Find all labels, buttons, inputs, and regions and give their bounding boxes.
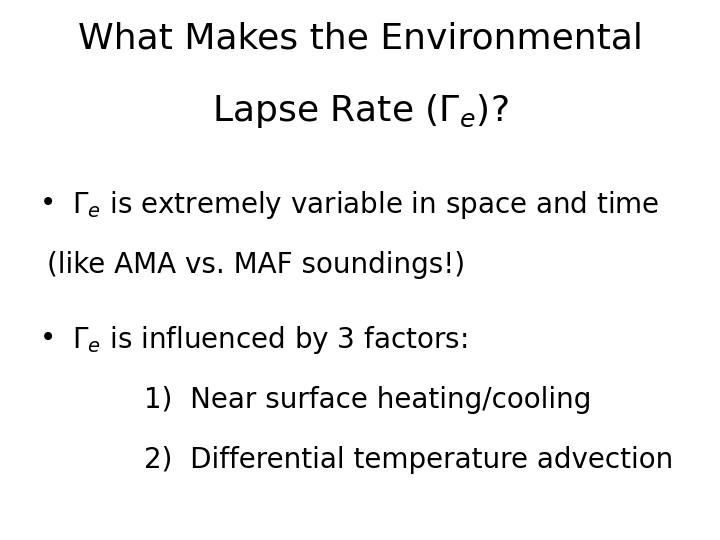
Text: •: • [40, 189, 56, 217]
Text: (like AMA vs. MAF soundings!): (like AMA vs. MAF soundings!) [47, 251, 464, 279]
Text: Γ$_e$ is influenced by 3 factors:: Γ$_e$ is influenced by 3 factors: [72, 324, 467, 356]
Text: What Makes the Environmental: What Makes the Environmental [78, 22, 642, 56]
Text: Lapse Rate (Γ$_e$)?: Lapse Rate (Γ$_e$)? [212, 92, 508, 130]
Text: 2)  Differential temperature advection: 2) Differential temperature advection [144, 446, 673, 474]
Text: Γ$_e$ is extremely variable in space and time: Γ$_e$ is extremely variable in space and… [72, 189, 660, 221]
Text: 1)  Near surface heating/cooling: 1) Near surface heating/cooling [144, 386, 591, 414]
Text: •: • [40, 324, 56, 352]
